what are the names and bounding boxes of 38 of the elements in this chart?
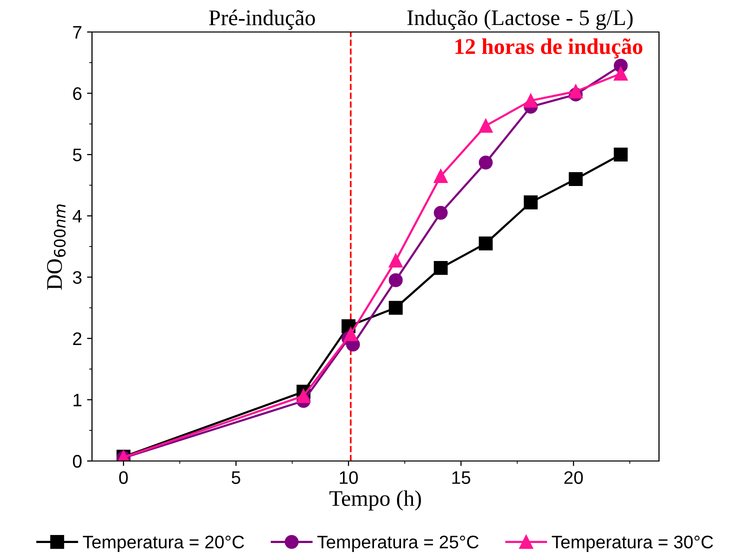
- y-tick-label: 6: [73, 87, 82, 100]
- y-tick-label: 4: [72, 210, 82, 222]
- point: [568, 84, 583, 98]
- point: [478, 236, 493, 250]
- point: [296, 389, 310, 403]
- point: [388, 300, 403, 315]
- point: [344, 327, 358, 342]
- x-tick-label: 15: [452, 471, 470, 484]
- point: [614, 148, 628, 162]
- x-tick-label: 5: [232, 471, 240, 484]
- point: [478, 156, 493, 170]
- x-tick-label: 20: [564, 471, 583, 484]
- y-tick-label: 5: [72, 148, 82, 162]
- x-tick-label: 0: [119, 471, 128, 484]
- legend-label: Temperatura = 25°C: [317, 536, 479, 552]
- y-tick-label: 2: [73, 332, 82, 345]
- x-axis-title: Tempo (h): [329, 490, 421, 510]
- point: [524, 94, 538, 108]
- point: [434, 206, 448, 220]
- y-tick-label: 7: [73, 26, 82, 39]
- y-tick-label: 0: [72, 454, 82, 468]
- x-tick-label: 10: [340, 471, 358, 484]
- point: [434, 169, 448, 183]
- annotation: 12 horas de indução: [455, 38, 642, 58]
- text: Indução (Lactose - 5 g/L): [407, 10, 633, 30]
- legend-label: Temperatura = 20°C: [82, 536, 244, 552]
- point: [388, 254, 403, 268]
- y-tick-label: 1: [74, 394, 82, 406]
- point: [524, 195, 538, 210]
- point: [434, 261, 448, 275]
- point: [568, 172, 583, 186]
- text: Pré-indução: [209, 10, 315, 30]
- legend-label: Temperatura = 30°C: [552, 536, 714, 552]
- point: [388, 273, 403, 288]
- y-tick-label: 3: [72, 271, 82, 284]
- point: [614, 66, 628, 81]
- y-axis-title: DO$_{600nm}$: [47, 204, 66, 290]
- point: [478, 118, 493, 133]
